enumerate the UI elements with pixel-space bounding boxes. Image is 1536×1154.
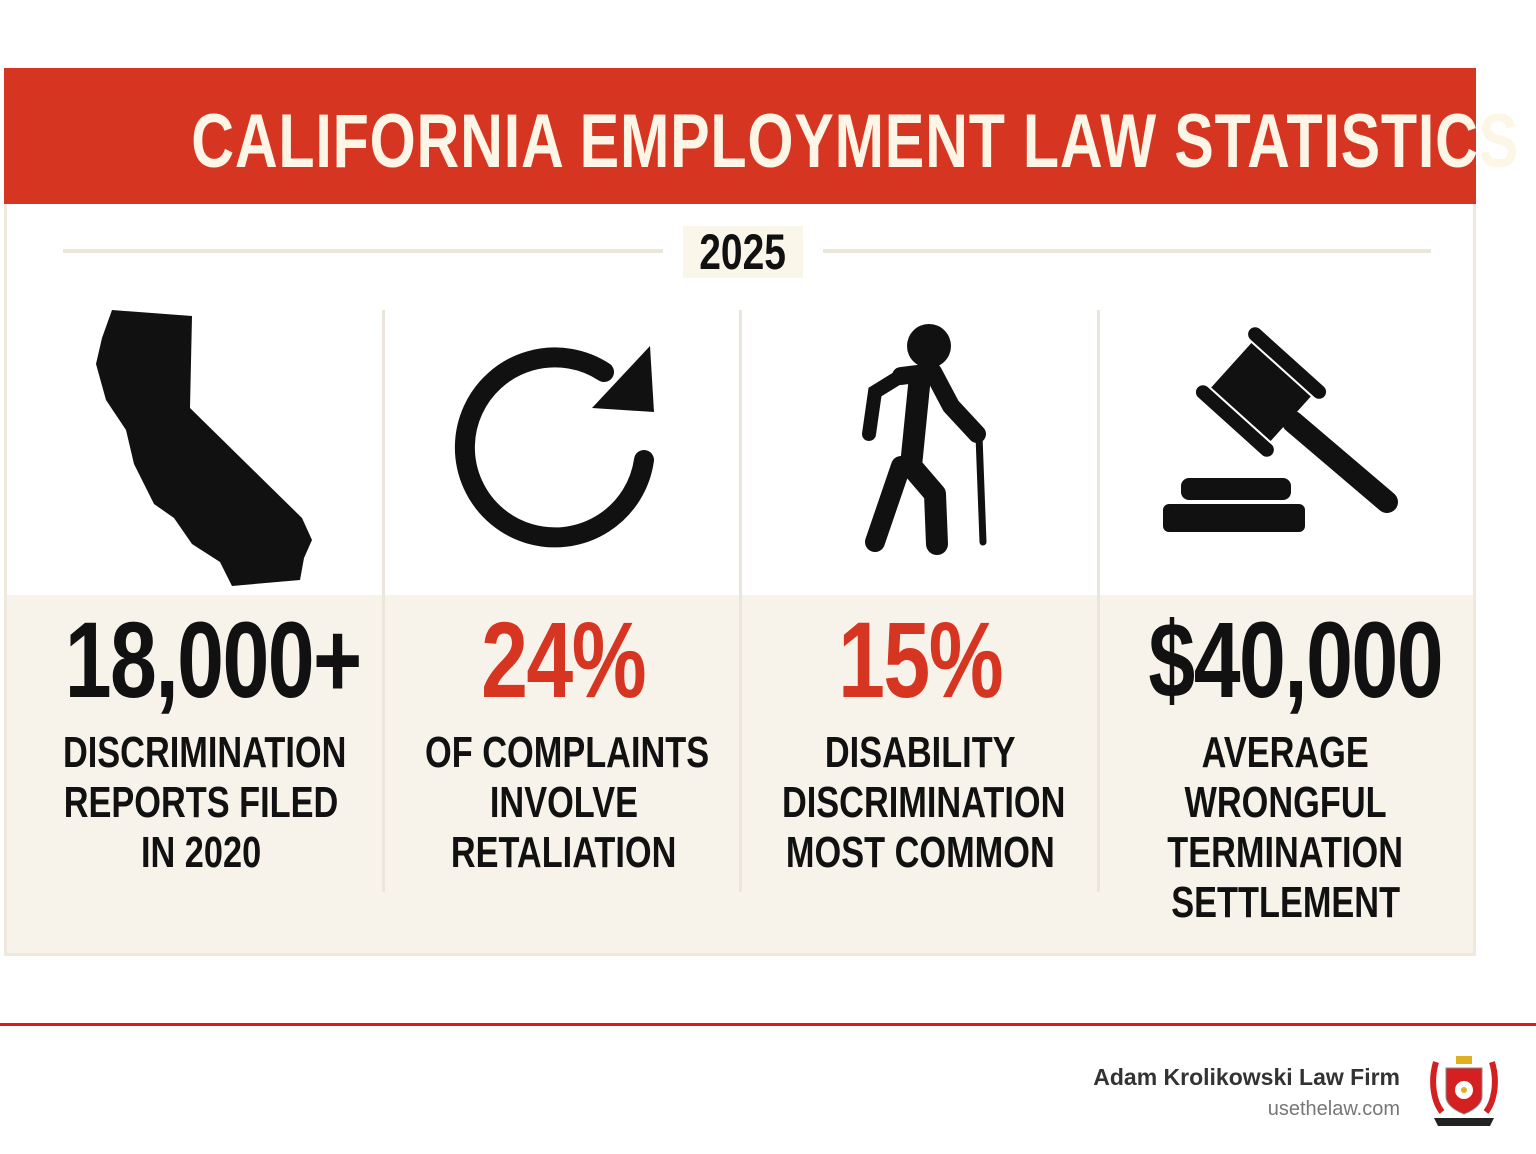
label-line: SETTLEMENT	[1171, 878, 1400, 927]
value-text: $40,000	[1148, 599, 1443, 720]
firm-url[interactable]: usethelaw.com	[1267, 1098, 1400, 1120]
california-map-icon	[23, 308, 380, 598]
label-line: OF COMPLAINTS	[425, 728, 710, 777]
stat-label: OF COMPLAINTS INVOLVE RETALIATION	[385, 728, 742, 878]
page-title: CALIFORNIA EMPLOYMENT LAW STATISTICS	[4, 98, 1518, 185]
infographic-card: CALIFORNIA EMPLOYMENT LAW STATISTICS 202…	[4, 68, 1518, 956]
circular-arrow-icon	[385, 308, 742, 598]
header-banner: CALIFORNIA EMPLOYMENT LAW STATISTICS	[4, 68, 1518, 204]
column-divider	[739, 310, 742, 892]
label-line: AVERAGE	[1201, 728, 1370, 777]
footer-divider	[0, 1023, 1536, 1026]
year-text: 2025	[699, 224, 787, 280]
label-line: TERMINATION	[1167, 828, 1404, 877]
stat-label: AVERAGE WRONGFUL TERMINATION SETTLEMENT	[1107, 728, 1464, 928]
stat-value: 24%	[385, 600, 742, 720]
label-line: RETALIATION	[450, 828, 677, 877]
year-label: 2025	[683, 226, 803, 278]
firm-crest-logo	[1430, 1052, 1498, 1132]
label-line: DISCRIMINATION	[62, 728, 347, 777]
label-line: REPORTS FILED	[64, 778, 339, 827]
elderly-person-with-cane-icon	[742, 308, 1099, 598]
stat-value: $40,000	[1107, 600, 1464, 720]
stat-value: 18,000+	[23, 600, 380, 720]
label-line: DISCRIMINATION	[781, 778, 1066, 827]
stat-label: DISCRIMINATION REPORTS FILED IN 2020	[23, 728, 380, 878]
firm-name: Adam Krolikowski Law Firm	[1093, 1064, 1400, 1090]
value-text: 15%	[838, 599, 1004, 720]
label-line: MOST COMMON	[786, 828, 1055, 877]
value-text: 24%	[481, 599, 647, 720]
title-text: CALIFORNIA EMPLOYMENT LAW STATISTICS	[191, 99, 1520, 184]
label-line: INVOLVE	[489, 778, 638, 827]
value-text: 18,000+	[64, 599, 362, 720]
label-line: DISABILITY	[825, 728, 1016, 777]
label-line: IN 2020	[141, 828, 262, 877]
year-rule-left	[63, 249, 663, 253]
stat-value: 15%	[742, 600, 1099, 720]
year-rule-right	[823, 249, 1431, 253]
label-line: WRONGFUL	[1184, 778, 1387, 827]
stat-label: DISABILITY DISCRIMINATION MOST COMMON	[742, 728, 1099, 878]
gavel-icon	[1107, 308, 1464, 598]
column-divider	[1097, 310, 1100, 892]
column-divider	[382, 310, 385, 892]
